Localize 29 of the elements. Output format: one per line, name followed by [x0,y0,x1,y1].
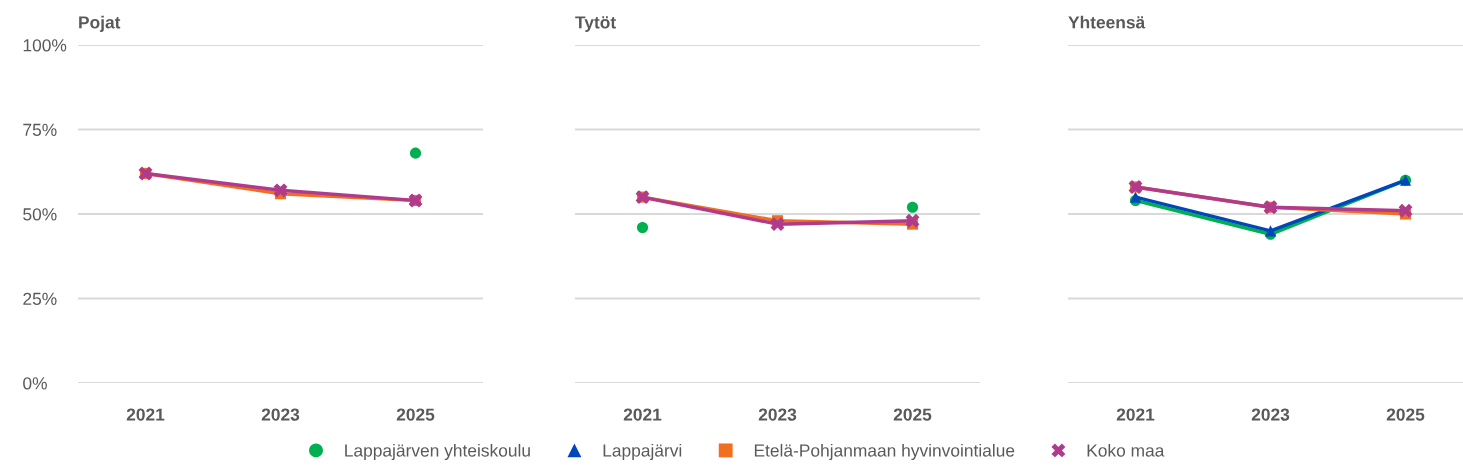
chart-title: Tytöt [575,16,616,32]
x-tick-label: 2025 [1386,408,1425,421]
legend-label: Etelä-Pohjanmaan hyvinvointialue [754,443,1015,461]
point [906,201,919,213]
y-tick-label: 25% [23,292,57,305]
point [273,183,288,198]
legend-label: Lappajärven yhteiskoulu [345,443,530,461]
y-tick-label: 75% [23,123,57,136]
chart-title: Yhteensä [1068,15,1146,29]
point [905,213,920,228]
point [770,217,785,232]
x-tick-label: 2025 [893,408,932,421]
x-tick-label: 2021 [1116,408,1155,421]
y-tick-label: 0% [23,377,47,390]
y-tick-label: 50% [23,208,57,221]
point [636,221,649,234]
point [1398,203,1413,218]
x-tick-label: 2021 [126,408,165,421]
x-tick-label: 2023 [1251,408,1290,421]
legend-label: Lappajärvi [603,443,682,461]
legend-label: Koko maa [1087,443,1165,457]
chart-title: Pojat [79,15,121,32]
y-tick-label: 100% [23,39,67,52]
x-tick-label: 2023 [261,408,300,421]
x-tick-label: 2023 [758,408,797,421]
x-tick-label: 2025 [396,408,435,421]
point [1129,191,1142,203]
x-tick-label: 2021 [623,408,662,421]
point [409,147,422,159]
